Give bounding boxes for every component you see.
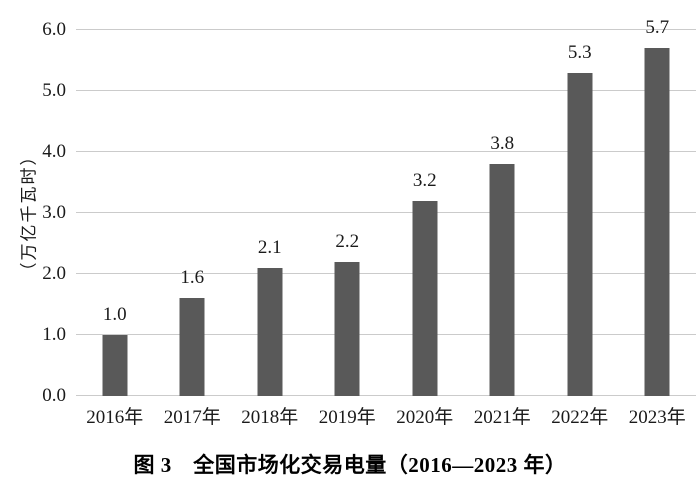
gridline	[76, 90, 696, 91]
bar-2023	[644, 48, 670, 396]
y-tick-label: 1.0	[42, 324, 66, 345]
bar-value-label: 1.6	[180, 267, 205, 289]
bar-column: 5.3 2022年	[541, 30, 619, 428]
x-tick-label: 2019年	[318, 407, 376, 428]
bar-value-label: 2.2	[335, 230, 360, 252]
y-tick-label: 3.0	[42, 202, 66, 223]
x-tick-label: 2022年	[551, 407, 609, 428]
bar-value-label: 2.1	[257, 236, 282, 258]
y-tick-label: 4.0	[42, 141, 66, 162]
x-tick-label: 2018年	[241, 407, 299, 428]
y-tick-label: 6.0	[42, 19, 66, 40]
bar-2022	[567, 72, 593, 396]
gridline	[76, 151, 696, 152]
x-tick-label: 2017年	[163, 407, 221, 428]
bar-value-label: 5.7	[645, 17, 670, 39]
gridline	[76, 212, 696, 213]
plot-area: 1.0 2016年 1.6 2017年 2.1 2018年 2.2 2019年 3.2 2020年…	[76, 17, 697, 428]
bar-column: 1.6 2017年	[154, 30, 232, 428]
x-tick-label: 2023年	[628, 407, 686, 428]
bar-value-label: 1.0	[102, 304, 127, 325]
gridline	[76, 273, 696, 274]
x-tick-label: 2016年	[86, 407, 144, 428]
bar-value-label: 5.3	[567, 41, 592, 63]
bar-value-label: 3.8	[490, 133, 515, 155]
bar-2020	[412, 200, 438, 396]
bar-2017	[179, 298, 205, 396]
bar-column: 5.7 2023年	[619, 17, 697, 428]
bar-2018	[257, 267, 283, 396]
bar-2021	[489, 164, 515, 396]
x-tick-label: 2020年	[396, 407, 454, 428]
bar-value-label: 3.2	[412, 169, 437, 191]
bar-2019	[334, 261, 360, 396]
bar-column: 2.1 2018年	[231, 30, 309, 428]
x-tick-label: 2021年	[473, 407, 531, 428]
y-tick-label: 5.0	[42, 80, 66, 101]
y-tick-label: 2.0	[42, 263, 66, 284]
bar-column: 1.0 2016年	[76, 30, 154, 428]
bar-chart: （万亿千瓦时） 0.0 1.0 2.0 3.0 4.0 5.0 6.0 1.0 2016年 1.…	[0, 17, 697, 428]
y-tick-label: 0.0	[42, 385, 66, 406]
gridline	[76, 29, 696, 30]
y-axis-tick-labels: 0.0 1.0 2.0 3.0 4.0 5.0 6.0	[0, 20, 66, 405]
gridline	[76, 334, 696, 335]
bar-column: 3.8 2021年	[464, 30, 542, 428]
bar-column: 2.2 2019年	[309, 30, 387, 428]
bar-2016	[102, 335, 128, 396]
gridline	[76, 395, 696, 396]
chart-caption: 图 3 全国市场化交易电量（2016—2023 年）	[133, 453, 567, 477]
bar-column: 3.2 2020年	[386, 30, 464, 428]
